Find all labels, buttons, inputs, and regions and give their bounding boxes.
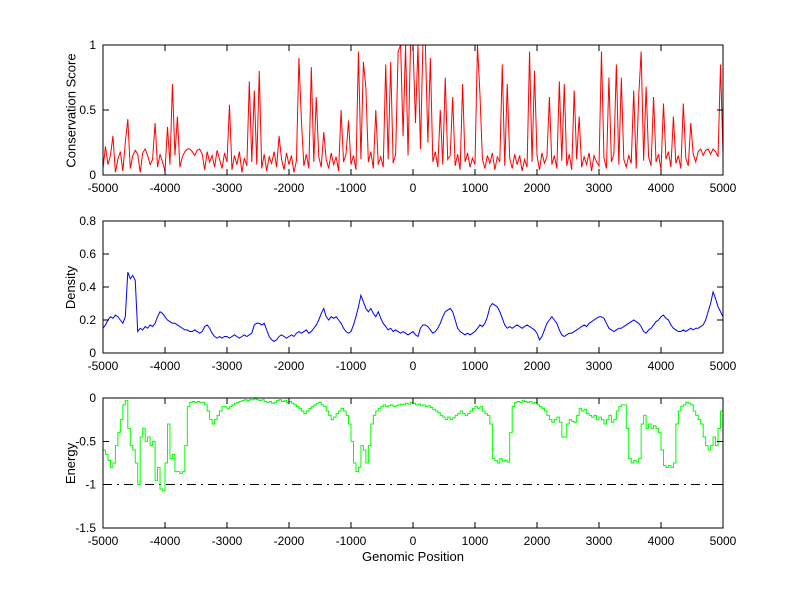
x-tick-label: 1000 — [462, 181, 489, 195]
x-tick-label: -3000 — [212, 359, 243, 373]
x-tick-label: 4000 — [648, 181, 675, 195]
x-tick-label: 5000 — [710, 534, 737, 548]
x-tick-label: -2000 — [274, 181, 305, 195]
x-tick-label: -4000 — [150, 181, 181, 195]
y-tick-label: 0 — [89, 346, 96, 360]
x-tick-label: 3000 — [586, 359, 613, 373]
y-tick-label: 0.8 — [79, 214, 96, 228]
x-tick-label: 2000 — [524, 534, 551, 548]
y-tick-label: 1 — [89, 38, 96, 52]
energy-plot: -5000 -4000 -3000 -2000 -1000 0 1000 2000 3000 40… — [75, 391, 736, 548]
x-tick-label: 0 — [410, 359, 417, 373]
x-tick-label: 3000 — [586, 181, 613, 195]
x-tick-label: -2000 — [274, 534, 305, 548]
x-tick-label: 1000 — [462, 534, 489, 548]
density-plot: -5000 -4000 -3000 -2000 -1000 0 1000 2000 3000 40… — [79, 214, 736, 373]
x-tick-label: 1000 — [462, 359, 489, 373]
y-tick-label: -1 — [85, 478, 96, 492]
conservation-score-series — [102, 44, 724, 173]
x-tick-label: -2000 — [274, 359, 305, 373]
x-tick-label: 2000 — [524, 359, 551, 373]
x-tick-label: -4000 — [150, 534, 181, 548]
x-tick-label: -1000 — [336, 534, 367, 548]
y-tick-label: 0.5 — [79, 103, 96, 117]
y-tick-label: 0.4 — [79, 280, 96, 294]
y-tick-label: 0 — [89, 391, 96, 405]
x-tick-label: -5000 — [88, 359, 119, 373]
x-tick-label: 4000 — [648, 359, 675, 373]
x-tick-label: -5000 — [88, 534, 119, 548]
y-tick-label: 0.2 — [79, 313, 96, 327]
x-tick-label: -3000 — [212, 181, 243, 195]
axes-box — [102, 397, 724, 529]
genomic-position-axis-label: Genomic Position — [362, 549, 464, 564]
x-tick-label: 3000 — [586, 534, 613, 548]
y-tick-label: 0.6 — [79, 247, 96, 261]
x-tick-label: 0 — [410, 534, 417, 548]
density-series — [102, 271, 724, 343]
x-tick-label: -3000 — [212, 534, 243, 548]
x-tick-label: 5000 — [710, 359, 737, 373]
y-tick-label: 0 — [89, 168, 96, 182]
axes-box — [102, 44, 724, 176]
axes-box — [102, 220, 724, 354]
x-tick-label: -1000 — [336, 359, 367, 373]
conservation-score-plot: -5000 -4000 -3000 -2000 -1000 0 1000 2000 3000 40… — [79, 38, 736, 195]
x-tick-label: 2000 — [524, 181, 551, 195]
x-tick-label: 5000 — [710, 181, 737, 195]
x-tick-label: 0 — [410, 181, 417, 195]
y-tick-label: -0.5 — [75, 434, 96, 448]
y-tick-label: -1.5 — [75, 521, 96, 535]
x-tick-label: -1000 — [336, 181, 367, 195]
x-tick-label: -5000 — [88, 181, 119, 195]
x-tick-label: -4000 — [150, 359, 181, 373]
x-tick-label: 4000 — [648, 534, 675, 548]
energy-series — [103, 398, 724, 492]
